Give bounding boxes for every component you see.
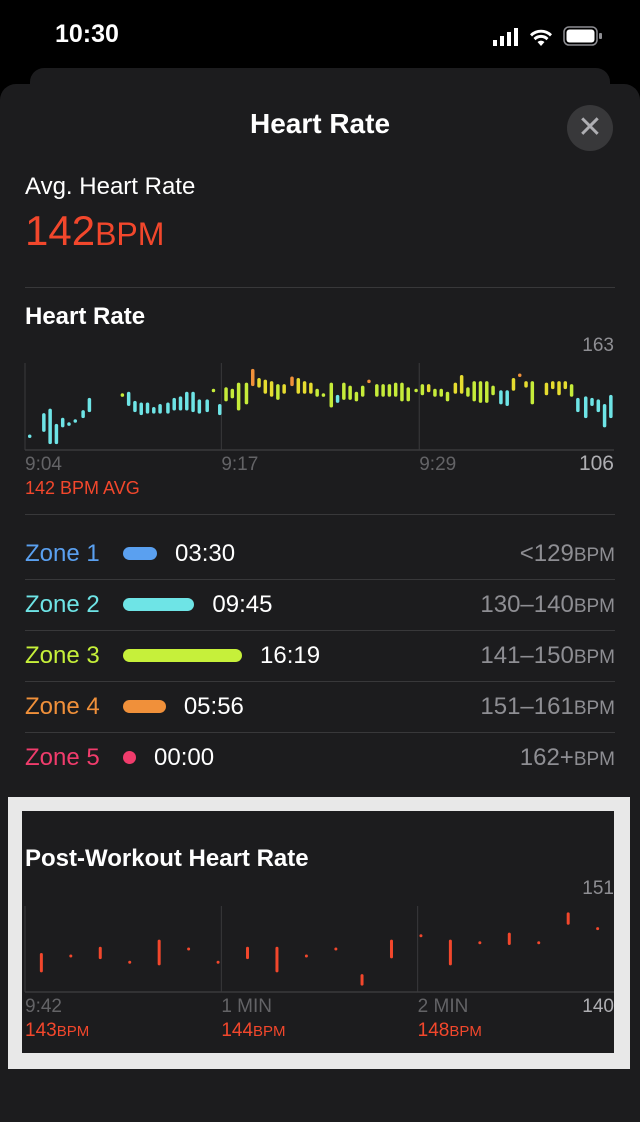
- interval-bpm-value: 148: [418, 1020, 450, 1041]
- zone-name: Zone 2: [25, 590, 100, 618]
- zone-name: Zone 5: [25, 743, 100, 771]
- zone-range: 141–150BPM: [480, 642, 615, 670]
- zone-duration: 16:19: [260, 641, 321, 669]
- avg-value: 142: [25, 207, 96, 254]
- zone-name: Zone 3: [25, 641, 100, 669]
- zone-row: Zone 2 09:45 130–140BPM: [25, 579, 615, 630]
- interval-bpm-value: 143: [25, 1020, 57, 1041]
- zone-row: Zone 3 16:19 141–150BPM: [25, 630, 615, 681]
- interval-bpm-value: 144: [221, 1020, 253, 1041]
- heart-rate-chart: 163 106 142 BPM AVG 9:04 9:17 9:29: [24, 335, 614, 498]
- wifi-icon: [530, 29, 552, 46]
- x-tick-label: 9:04: [25, 454, 62, 475]
- zone-row: Zone 5 00:00 162+BPM: [25, 732, 615, 783]
- battery-icon: [563, 26, 602, 46]
- x-tick-label: 9:42: [25, 996, 62, 1017]
- zone-range-unit: BPM: [573, 544, 615, 566]
- close-icon: ✕: [577, 111, 603, 144]
- zone-range-unit: BPM: [573, 595, 615, 617]
- divider: [25, 514, 615, 515]
- zone-range: 130–140BPM: [480, 591, 615, 619]
- interval-bpm-unit: BPM: [449, 1023, 482, 1040]
- zone-range: 151–161BPM: [480, 693, 615, 721]
- interval-bpm-unit: BPM: [253, 1023, 286, 1040]
- zone-range-unit: BPM: [573, 697, 615, 719]
- x-tick-label: 9:17: [221, 454, 258, 475]
- divider: [25, 579, 615, 580]
- zone-name: Zone 1: [25, 539, 100, 567]
- zone-range-value: 151–161: [480, 692, 574, 720]
- zone-range-value: 130–140: [480, 590, 574, 618]
- zone-row: Zone 1 03:30 <129BPM: [25, 528, 615, 579]
- post-workout-section: [22, 811, 614, 1053]
- zone-range-value: 141–150: [480, 641, 574, 669]
- zone-duration: 00:00: [154, 743, 215, 771]
- zone-duration-bar: [123, 598, 195, 611]
- status-icons: [493, 26, 603, 46]
- zone-row: Zone 4 05:56 151–161BPM: [25, 681, 615, 732]
- status-time: 10:30: [55, 20, 119, 48]
- zone-duration: 09:45: [212, 590, 273, 618]
- interval-bpm: 144BPM: [221, 1020, 285, 1041]
- x-tick-label: 2 MIN: [418, 996, 469, 1017]
- avg-heart-rate-value: 142BPM: [25, 207, 164, 255]
- interval-bpm-unit: BPM: [57, 1023, 90, 1040]
- zone-duration-bar: [123, 547, 157, 560]
- zone-range-unit: BPM: [573, 748, 615, 770]
- divider: [25, 732, 615, 733]
- zone-range-unit: BPM: [573, 646, 615, 668]
- zone-duration: 03:30: [175, 539, 236, 567]
- divider: [25, 630, 615, 631]
- y-min-label: 106: [579, 452, 614, 475]
- x-tick-label: 9:29: [419, 454, 456, 475]
- y-max-label: 163: [582, 335, 614, 356]
- avg-unit: BPM: [95, 216, 165, 252]
- close-button[interactable]: ✕: [567, 105, 613, 151]
- interval-bpm: 143BPM: [25, 1020, 89, 1041]
- zone-duration-bar: [123, 649, 242, 662]
- heart-rate-chart-title: Heart Rate: [25, 303, 146, 330]
- y-max-label: 151: [582, 878, 614, 899]
- interval-bpm: 148BPM: [418, 1020, 482, 1041]
- zone-range: <129BPM: [520, 540, 615, 568]
- page-title: Heart Rate: [249, 108, 391, 139]
- cellular-signal-icon: [493, 28, 518, 46]
- zone-range-value: 162+: [519, 743, 574, 771]
- y-min-label: 140: [582, 996, 614, 1017]
- post-workout-title: Post-Workout Heart Rate: [25, 845, 309, 872]
- zone-range: 162+BPM: [520, 744, 615, 772]
- zone-duration-bar: [123, 700, 166, 713]
- zone-range-value: <129: [519, 539, 574, 567]
- zone-duration-bar: [123, 751, 136, 764]
- avg-heart-rate-label: Avg. Heart Rate: [25, 173, 196, 200]
- zone-duration: 05:56: [183, 692, 244, 720]
- divider: [25, 287, 615, 288]
- divider: [25, 681, 615, 682]
- x-tick-label: 1 MIN: [221, 996, 272, 1017]
- zone-name: Zone 4: [25, 692, 100, 720]
- avg-summary: 142 BPM AVG: [25, 478, 140, 498]
